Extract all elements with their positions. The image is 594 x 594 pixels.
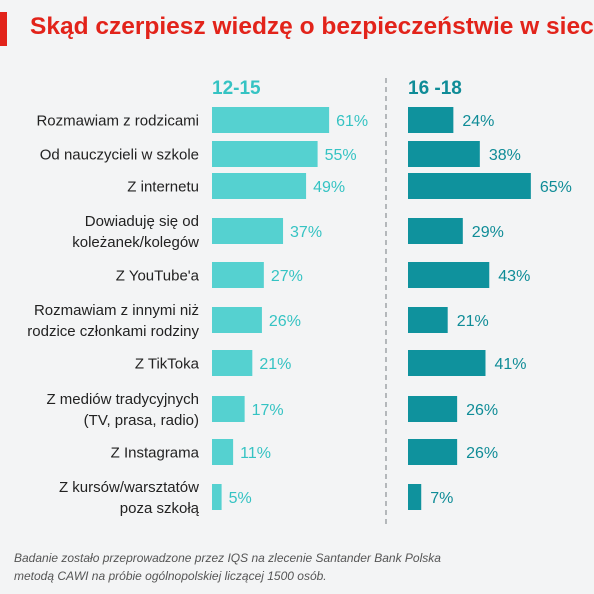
footnote-line-1: Badanie zostało przeprowadzone przez IQS… — [14, 551, 441, 565]
bar-12-15 — [212, 107, 330, 133]
series-header-12-15: 12-15 — [212, 78, 261, 99]
value-label-12-15: 61% — [336, 113, 368, 130]
bar-16-18 — [408, 262, 490, 288]
category-label: Rozmawiam z rodzicami — [36, 113, 199, 130]
value-label-16-18: 26% — [466, 402, 498, 419]
chart-title: Skąd czerpiesz wiedzę o bezpieczeństwie … — [30, 13, 594, 40]
bar-12-15 — [212, 396, 245, 422]
value-label-16-18: 41% — [494, 356, 526, 373]
footnote: Badanie zostało przeprowadzone przez IQS… — [14, 549, 584, 585]
bar-16-18 — [408, 350, 486, 376]
title-accent-bar — [0, 12, 7, 46]
value-label-12-15: 27% — [271, 268, 303, 285]
value-label-12-15: 17% — [252, 402, 284, 419]
category-label: Z internetu — [127, 179, 199, 196]
category-label: Z kursów/warsztatów — [59, 479, 199, 496]
bar-12-15 — [212, 350, 253, 376]
category-label: Od nauczycieli w szkole — [40, 147, 199, 164]
bar-16-18 — [408, 107, 454, 133]
category-label: Z YouTube'a — [116, 268, 200, 285]
bar-12-15 — [212, 173, 307, 199]
category-label: koleżanek/kolegów — [72, 234, 199, 251]
value-label-16-18: 21% — [457, 313, 489, 330]
value-label-16-18: 26% — [466, 445, 498, 462]
bar-12-15 — [212, 439, 234, 465]
category-label: Z mediów tradycyjnych — [46, 391, 199, 408]
value-label-12-15: 49% — [313, 179, 345, 196]
category-label: rodzice członkami rodziny — [27, 323, 199, 340]
category-label: Z Instagrama — [111, 445, 200, 462]
bar-16-18 — [408, 307, 448, 333]
category-label: Z TikToka — [135, 356, 200, 373]
value-label-16-18: 24% — [462, 113, 494, 130]
value-label-12-15: 37% — [290, 224, 322, 241]
bar-12-15 — [212, 262, 264, 288]
category-label: Rozmawiam z innymi niż — [34, 302, 199, 319]
value-label-16-18: 65% — [540, 179, 572, 196]
value-label-12-15: 11% — [240, 445, 271, 462]
category-label: Dowiaduję się od — [85, 213, 199, 230]
value-label-16-18: 38% — [489, 147, 521, 164]
bar-16-18 — [408, 141, 480, 167]
value-label-12-15: 5% — [229, 490, 252, 507]
value-label-16-18: 7% — [430, 490, 453, 507]
value-label-16-18: 29% — [472, 224, 504, 241]
bar-16-18 — [408, 484, 422, 510]
bar-16-18 — [408, 439, 458, 465]
value-label-12-15: 55% — [325, 147, 357, 164]
category-label: (TV, prasa, radio) — [84, 412, 199, 429]
value-label-12-15: 26% — [269, 313, 301, 330]
value-label-12-15: 21% — [259, 356, 291, 373]
series-header-16-18: 16 -18 — [408, 78, 462, 99]
footnote-line-2: metodą CAWI na próbie ogólnopolskiej lic… — [14, 569, 327, 583]
bar-16-18 — [408, 218, 463, 244]
bar-16-18 — [408, 173, 531, 199]
bar-12-15 — [212, 307, 262, 333]
category-label: poza szkołą — [120, 500, 200, 517]
bar-12-15 — [212, 141, 318, 167]
bar-12-15 — [212, 484, 222, 510]
value-label-16-18: 43% — [498, 268, 530, 285]
bar-16-18 — [408, 396, 458, 422]
bar-12-15 — [212, 218, 284, 244]
